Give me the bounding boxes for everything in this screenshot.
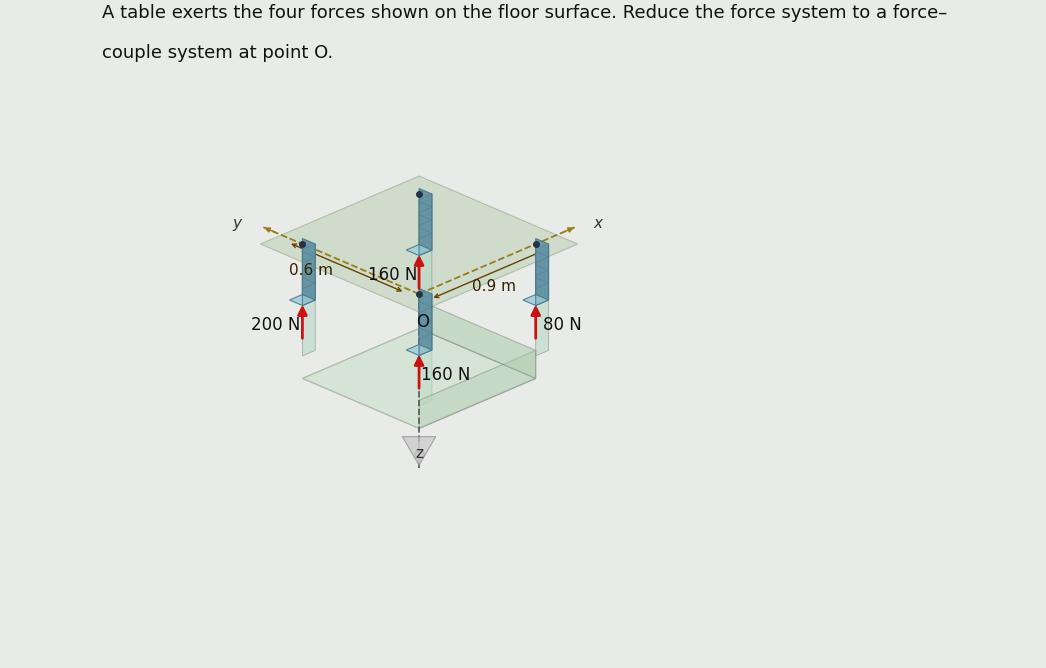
Polygon shape <box>302 244 315 305</box>
Polygon shape <box>302 238 315 300</box>
Text: 160 N: 160 N <box>422 366 471 384</box>
Polygon shape <box>536 238 548 300</box>
Polygon shape <box>302 329 536 428</box>
Polygon shape <box>419 294 432 355</box>
Polygon shape <box>403 437 436 466</box>
Text: couple system at point O.: couple system at point O. <box>103 44 334 62</box>
Text: 0.6 m: 0.6 m <box>289 263 333 278</box>
Text: O: O <box>416 313 429 331</box>
Text: z: z <box>415 446 423 462</box>
Polygon shape <box>260 176 577 312</box>
Polygon shape <box>419 250 432 306</box>
Polygon shape <box>406 345 432 355</box>
Text: 160 N: 160 N <box>368 267 417 285</box>
Polygon shape <box>419 194 432 255</box>
Polygon shape <box>290 295 315 305</box>
Polygon shape <box>419 350 432 406</box>
Polygon shape <box>302 300 315 356</box>
Text: y: y <box>232 216 242 230</box>
Polygon shape <box>419 351 536 428</box>
Text: 0.9 m: 0.9 m <box>472 279 516 295</box>
Polygon shape <box>536 244 548 305</box>
Text: 200 N: 200 N <box>251 317 300 335</box>
Polygon shape <box>406 244 432 255</box>
Polygon shape <box>536 300 548 356</box>
Polygon shape <box>419 188 432 250</box>
Polygon shape <box>419 289 432 350</box>
Text: 80 N: 80 N <box>543 317 582 335</box>
Polygon shape <box>523 295 548 305</box>
Text: A table exerts the four forces shown on the floor surface. Reduce the force syst: A table exerts the four forces shown on … <box>103 4 948 22</box>
Polygon shape <box>419 301 536 378</box>
Text: x: x <box>593 216 602 230</box>
